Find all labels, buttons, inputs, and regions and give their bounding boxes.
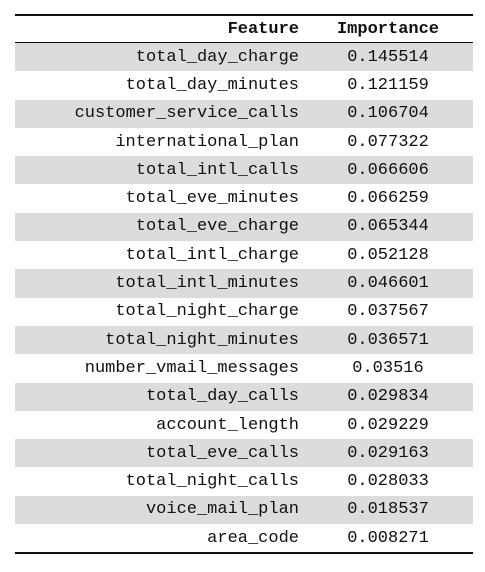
cell-feature: total_intl_calls [15, 156, 303, 185]
cell-importance: 0.037567 [347, 302, 429, 322]
table-row: total_intl_calls 0.066606 [15, 156, 473, 185]
cell-importance: 0.066606 [303, 156, 473, 185]
cell-importance: 0.121159 [347, 75, 429, 95]
table-header: Feature Importance [15, 14, 473, 43]
cell-importance: 0.046601 [303, 269, 473, 298]
cell-importance: 0.066259 [347, 189, 429, 209]
cell-feature: total_eve_calls [15, 439, 303, 468]
cell-importance: 0.029163 [303, 439, 473, 468]
cell-feature: total_intl_minutes [15, 269, 303, 298]
table-row: total_day_charge 0.145514 [15, 42, 473, 72]
cell-importance: 0.065344 [303, 212, 473, 242]
cell-feature: total_night_charge [115, 302, 299, 322]
cell-feature: international_plan [115, 132, 299, 152]
cell-feature: total_day_charge [15, 42, 303, 72]
cell-feature: voice_mail_plan [15, 495, 303, 525]
table-row: total_eve_minutes 0.066259 [15, 184, 473, 212]
table-row: customer_service_calls 0.106704 [15, 99, 473, 128]
cell-feature: area_code [15, 524, 303, 555]
table-row: total_intl_minutes 0.046601 [15, 269, 473, 298]
cell-feature: total_intl_charge [125, 245, 299, 265]
cell-importance: 0.029229 [347, 415, 429, 435]
cell-feature: total_day_calls [15, 382, 303, 411]
table-row: total_intl_charge 0.052128 [15, 241, 473, 269]
feature-importance-table-container: Feature Importance total_day_charge 0.145… [15, 14, 473, 555]
cell-importance: 0.036571 [303, 325, 473, 355]
cell-feature: total_eve_charge [15, 212, 303, 242]
header-feature: Feature [15, 14, 303, 43]
cell-importance: 0.008271 [303, 524, 473, 555]
table-row: area_code 0.008271 [15, 524, 473, 555]
cell-feature: number_vmail_messages [84, 358, 299, 378]
cell-feature: total_night_minutes [15, 325, 303, 355]
cell-importance: 0.077322 [347, 132, 429, 152]
table-row: voice_mail_plan 0.018537 [15, 495, 473, 525]
table-row: total_eve_charge 0.065344 [15, 212, 473, 242]
cell-feature: customer_service_calls [15, 99, 303, 128]
feature-importance-table: Feature Importance total_day_charge 0.145… [15, 14, 473, 555]
cell-importance: 0.018537 [303, 495, 473, 525]
cell-feature: total_day_minutes [125, 75, 299, 95]
table-row: account_length 0.029229 [15, 411, 473, 439]
table-row: total_day_minutes 0.121159 [15, 71, 473, 99]
cell-importance: 0.106704 [303, 99, 473, 128]
table-row: international_plan 0.077322 [15, 128, 473, 156]
cell-feature: account_length [156, 415, 299, 435]
header-row: Feature Importance [15, 14, 473, 43]
cell-importance: 0.052128 [347, 245, 429, 265]
table-row: total_eve_calls 0.029163 [15, 439, 473, 468]
table-row: total_night_calls 0.028033 [15, 467, 473, 495]
header-importance: Importance [303, 14, 473, 43]
table-row: number_vmail_messages 0.03516 [15, 354, 473, 382]
cell-feature: total_eve_minutes [125, 189, 299, 209]
cell-importance: 0.028033 [347, 472, 429, 492]
table-row: total_night_minutes 0.036571 [15, 325, 473, 355]
cell-feature: total_night_calls [125, 472, 299, 492]
table-row: total_night_charge 0.037567 [15, 298, 473, 326]
cell-importance: 0.03516 [352, 358, 424, 378]
table-row: total_day_calls 0.029834 [15, 382, 473, 411]
table-body: total_day_charge 0.145514 total_day_minut… [15, 42, 473, 555]
cell-importance: 0.029834 [303, 382, 473, 411]
cell-importance: 0.145514 [303, 42, 473, 72]
